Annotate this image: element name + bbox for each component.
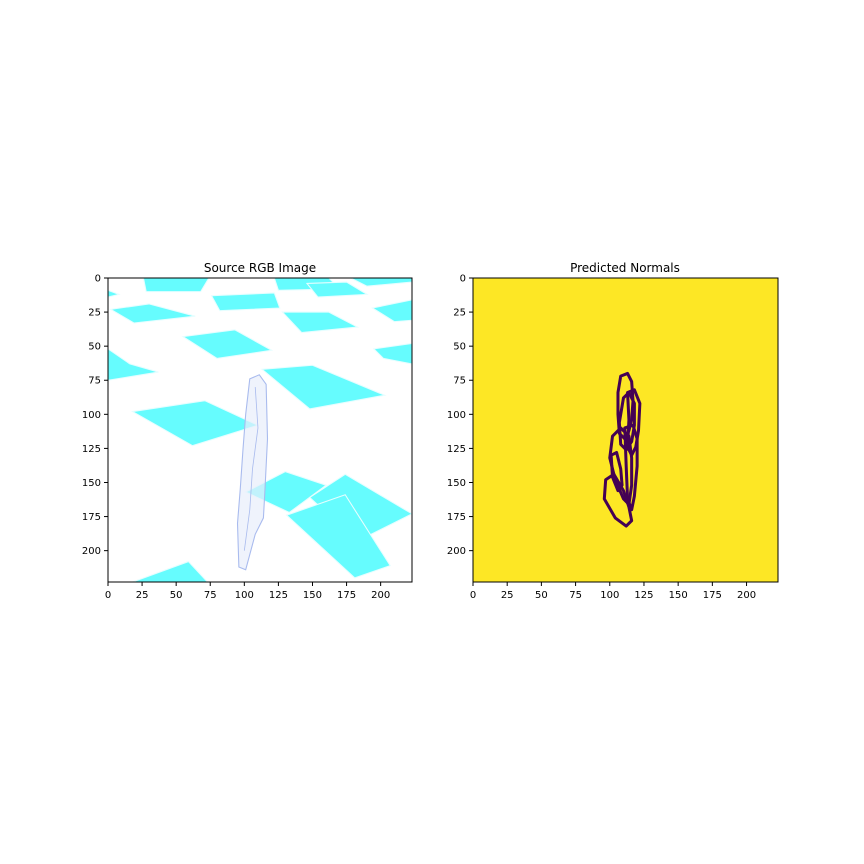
x-tick-label: 175 — [703, 590, 722, 601]
y-tick-label: 100 — [447, 410, 466, 421]
y-tick-label: 25 — [453, 308, 466, 319]
x-tick-label: 25 — [501, 590, 514, 601]
predicted-normals-panel: Predicted Normals 0 25 50 75 100 125 150 175 200… — [447, 261, 778, 601]
x-tick-label: 100 — [235, 590, 254, 601]
x-tick-label: 25 — [136, 590, 149, 601]
x-tick-label: 100 — [600, 590, 619, 601]
y-tick-label: 50 — [88, 342, 101, 353]
y-tick-label: 0 — [95, 274, 101, 285]
source-rgb-y-ticks: 0 25 50 75 100 125 150 175 200 — [82, 274, 108, 558]
x-tick-label: 125 — [634, 590, 653, 601]
predicted-normals-y-ticks: 0 25 50 75 100 125 150 175 200 — [447, 274, 473, 558]
x-tick-label: 200 — [737, 590, 756, 601]
x-tick-label: 150 — [669, 590, 688, 601]
y-tick-label: 200 — [82, 546, 101, 557]
y-tick-label: 200 — [447, 546, 466, 557]
y-tick-label: 150 — [447, 478, 466, 489]
x-tick-label: 200 — [371, 590, 390, 601]
x-tick-label: 50 — [170, 590, 183, 601]
y-tick-label: 75 — [453, 376, 466, 387]
x-tick-label: 0 — [105, 590, 111, 601]
floor-tile — [143, 278, 208, 292]
y-tick-label: 150 — [82, 478, 101, 489]
predicted-normals-image — [473, 278, 778, 582]
y-tick-label: 75 — [88, 376, 101, 387]
y-tick-label: 50 — [453, 342, 466, 353]
y-tick-label: 175 — [82, 512, 101, 523]
y-tick-label: 125 — [447, 444, 466, 455]
predicted-normals-x-ticks: 0 25 50 75 100 125 150 175 200 — [470, 582, 756, 601]
y-tick-label: 25 — [88, 308, 101, 319]
x-tick-label: 175 — [337, 590, 356, 601]
source-rgb-x-ticks: 0 25 50 75 100 125 150 175 200 — [105, 582, 390, 601]
source-rgb-image — [108, 278, 412, 582]
y-tick-label: 125 — [82, 444, 101, 455]
x-tick-label: 125 — [269, 590, 288, 601]
x-tick-label: 75 — [569, 590, 582, 601]
y-tick-label: 100 — [82, 410, 101, 421]
x-tick-label: 150 — [303, 590, 322, 601]
y-tick-label: 0 — [460, 274, 466, 285]
x-tick-label: 75 — [204, 590, 217, 601]
source-rgb-panel: Source RGB Image 0 25 50 75 100 125 150 175 200 … — [82, 261, 412, 601]
predicted-normals-title: Predicted Normals — [570, 261, 680, 275]
source-rgb-title: Source RGB Image — [204, 261, 316, 275]
x-tick-label: 0 — [470, 590, 476, 601]
x-tick-label: 50 — [535, 590, 548, 601]
y-tick-label: 175 — [447, 512, 466, 523]
floor-tile — [212, 293, 280, 311]
